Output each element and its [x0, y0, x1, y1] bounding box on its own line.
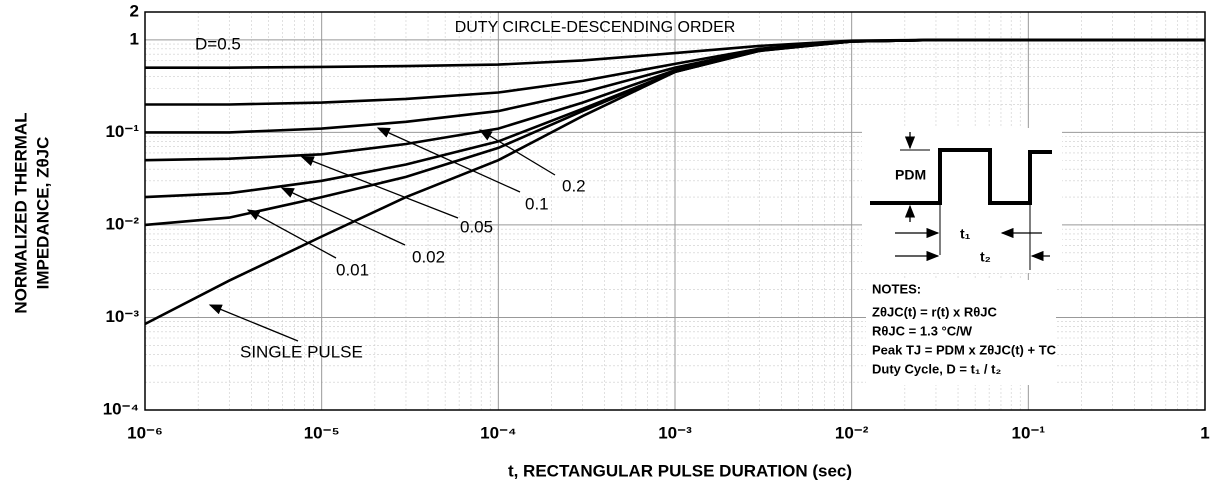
arrow: [300, 156, 459, 219]
inset: PDM t₁ t₂: [862, 128, 1062, 273]
y-axis-label: IMPEDANCE, ZθJC: [33, 137, 52, 290]
x-tick-label: 10⁻²: [835, 423, 869, 442]
y-tick-label: 10⁻⁴: [103, 399, 139, 418]
note: ZθJC(t) = r(t) x RθJC: [872, 304, 998, 319]
series-label: D=0.5: [195, 34, 241, 53]
chart-title: DUTY CIRCLE-DESCENDING ORDER: [455, 19, 736, 36]
series-label: 0.2: [562, 176, 586, 195]
x-tick-label: 10⁻³: [658, 423, 692, 442]
y-tick-label: 10⁻³: [105, 307, 139, 326]
plot-frame: [144, 11, 1206, 411]
y-tick-label: 10⁻²: [105, 214, 139, 233]
t1-label: t₁: [960, 226, 971, 242]
note: Duty Cycle, D = t₁ / t₂: [872, 361, 1001, 376]
note: RθJC = 1.3 °C/W: [872, 323, 973, 338]
note: Peak TJ = PDM x ZθJC(t) + TC: [872, 342, 1057, 357]
arrow: [376, 127, 521, 193]
note: NOTES:: [872, 281, 921, 296]
series-label: 0.05: [460, 217, 493, 236]
x-tick-label: 10⁻⁶: [127, 423, 163, 442]
x-tick-label: 10⁻⁴: [480, 423, 516, 442]
series-label: SINGLE PULSE: [240, 342, 363, 361]
y-tick-label: 10⁻¹: [105, 122, 139, 141]
series-label: 0.02: [412, 247, 445, 266]
y-tick-label: 1: [130, 29, 139, 48]
series-label: 0.1: [525, 194, 549, 213]
y-axis-label: NORMALIZED THERMAL: [11, 112, 30, 313]
arrow: [246, 209, 337, 259]
t2-label: t₂: [980, 249, 991, 265]
x-tick-label: 1: [1200, 423, 1209, 442]
curves: [144, 38, 1205, 326]
waveform: [870, 148, 1052, 205]
x-axis-label: t, RECTANGULAR PULSE DURATION (sec): [508, 461, 852, 480]
arrow: [208, 304, 299, 342]
x-tick-label: 10⁻¹: [1012, 423, 1046, 442]
y-tick-label: 2: [130, 1, 139, 20]
pdm-label: PDM: [895, 167, 926, 183]
notes-bg: [866, 280, 1056, 385]
notes: NOTES: ZθJC(t) = r(t) x RθJC RθJC = 1.3 °C…: [872, 281, 1057, 376]
line-series: [144, 38, 1205, 326]
arrow: [478, 129, 556, 176]
arrow: [280, 187, 406, 246]
series-label: 0.01: [336, 260, 369, 279]
x-tick-label: 10⁻⁵: [304, 423, 340, 442]
